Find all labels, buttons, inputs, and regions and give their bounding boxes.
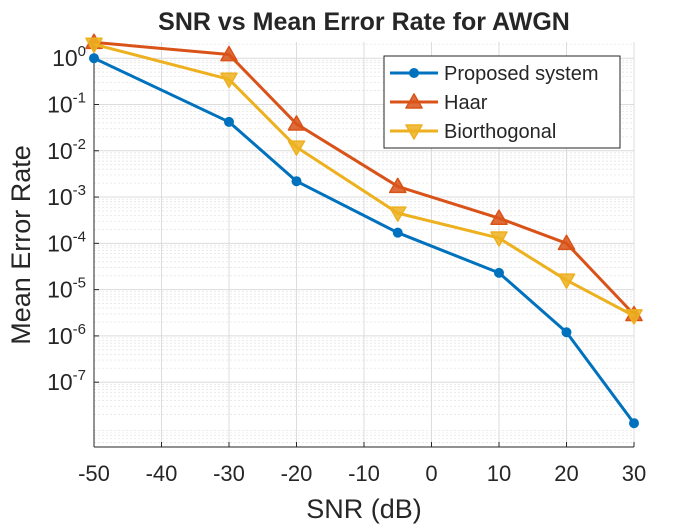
legend-label: Biorthogonal xyxy=(444,121,556,143)
data-point xyxy=(405,93,423,109)
series-proposed-system xyxy=(89,53,639,429)
x-tick-label: 30 xyxy=(622,461,646,486)
x-tick-label: 20 xyxy=(554,461,578,486)
y-tick-label: 10-3 xyxy=(47,182,86,210)
data-point xyxy=(561,327,572,338)
data-point xyxy=(629,418,639,429)
data-point xyxy=(291,176,302,187)
x-tick-label: -30 xyxy=(213,461,245,486)
data-point xyxy=(287,140,306,156)
data-point xyxy=(220,72,238,89)
y-tick-label: 10-5 xyxy=(47,275,86,303)
data-point xyxy=(220,45,238,62)
data-point xyxy=(557,273,576,289)
data-point xyxy=(494,267,504,278)
x-tick-label: -40 xyxy=(146,461,178,486)
data-point xyxy=(287,115,306,131)
data-point xyxy=(490,231,508,247)
y-tick-label: 10-2 xyxy=(47,136,86,164)
data-point xyxy=(388,206,407,222)
data-point xyxy=(224,116,234,127)
legend-label: Haar xyxy=(444,92,488,114)
x-tick-label: 10 xyxy=(487,461,511,486)
y-tick-label: 100 xyxy=(52,43,86,71)
data-point xyxy=(557,234,576,251)
data-point xyxy=(405,124,423,140)
x-tick-label: -50 xyxy=(78,461,110,486)
data-point xyxy=(392,227,403,238)
data-point xyxy=(85,37,103,54)
y-tick-label: 10-6 xyxy=(47,321,86,349)
x-tick-label: -10 xyxy=(348,461,380,486)
data-point xyxy=(490,209,508,225)
y-axis-label: Mean Error Rate xyxy=(6,145,36,345)
data-point xyxy=(625,309,643,325)
data-point xyxy=(89,53,99,64)
y-tick-label: 10-7 xyxy=(47,367,86,395)
legend-label: Proposed system xyxy=(444,63,599,85)
data-point xyxy=(388,177,407,194)
x-axis-label: SNR (dB) xyxy=(306,494,422,524)
x-tick-label: -20 xyxy=(281,461,313,486)
data-point xyxy=(409,68,419,78)
chart-title: SNR vs Mean Error Rate for AWGN xyxy=(158,8,570,36)
y-tick-label: 10-1 xyxy=(47,89,86,117)
x-tick-label: 0 xyxy=(425,461,437,486)
y-tick-label: 10-4 xyxy=(47,228,86,256)
legend: Proposed system Haar Biorthogonal xyxy=(383,55,621,149)
series-biorthogonal xyxy=(85,37,643,325)
